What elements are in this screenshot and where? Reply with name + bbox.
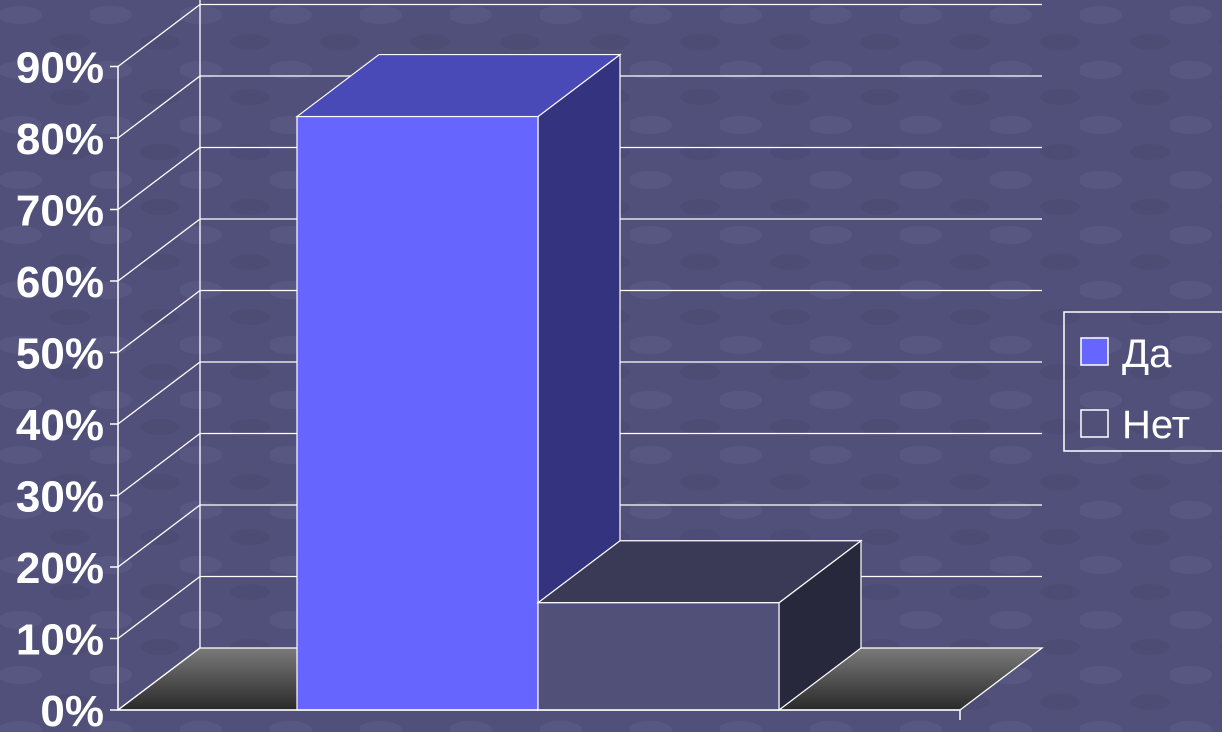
side-gridline-40 (117, 361, 201, 425)
side-gridline-30 (117, 432, 201, 497)
legend-swatch-net (1080, 409, 1109, 438)
y-tick-label-10: 10% (16, 616, 104, 665)
side-gridline-70 (117, 146, 201, 211)
y-tick-label-90: 90% (16, 44, 104, 93)
legend-label-da: Да (1122, 332, 1172, 376)
y-tick-label-50: 50% (16, 330, 104, 379)
side-gridline-50 (117, 289, 201, 354)
y-tick-label-20: 20% (16, 544, 104, 593)
axis-layer: 0% 10% 20% 30% 40% 50% 60% 70% 80% 90% (16, 44, 961, 732)
y-tick-label-30: 30% (16, 473, 104, 522)
y-tick-label-60: 60% (16, 258, 104, 307)
side-gridline-10 (117, 575, 201, 640)
bar-front-0 (296, 115, 539, 711)
bars-layer (295, 53, 863, 712)
y-tick-label-80: 80% (16, 115, 104, 164)
side-gridline-80 (117, 75, 201, 139)
legend-label-net: Нет (1122, 403, 1190, 447)
side-gridline-90 (117, 3, 201, 68)
y-tick-label-40: 40% (16, 401, 104, 450)
y-tick-label-0: 0% (40, 687, 104, 732)
side-gridline-20 (117, 504, 201, 568)
bar-front-1 (537, 602, 780, 711)
y-tick-label-70: 70% (16, 187, 104, 236)
legend-swatch-da (1080, 337, 1109, 366)
side-gridline-60 (117, 218, 201, 282)
legend: Да Нет (1063, 311, 1222, 452)
legend-box (1063, 311, 1222, 452)
